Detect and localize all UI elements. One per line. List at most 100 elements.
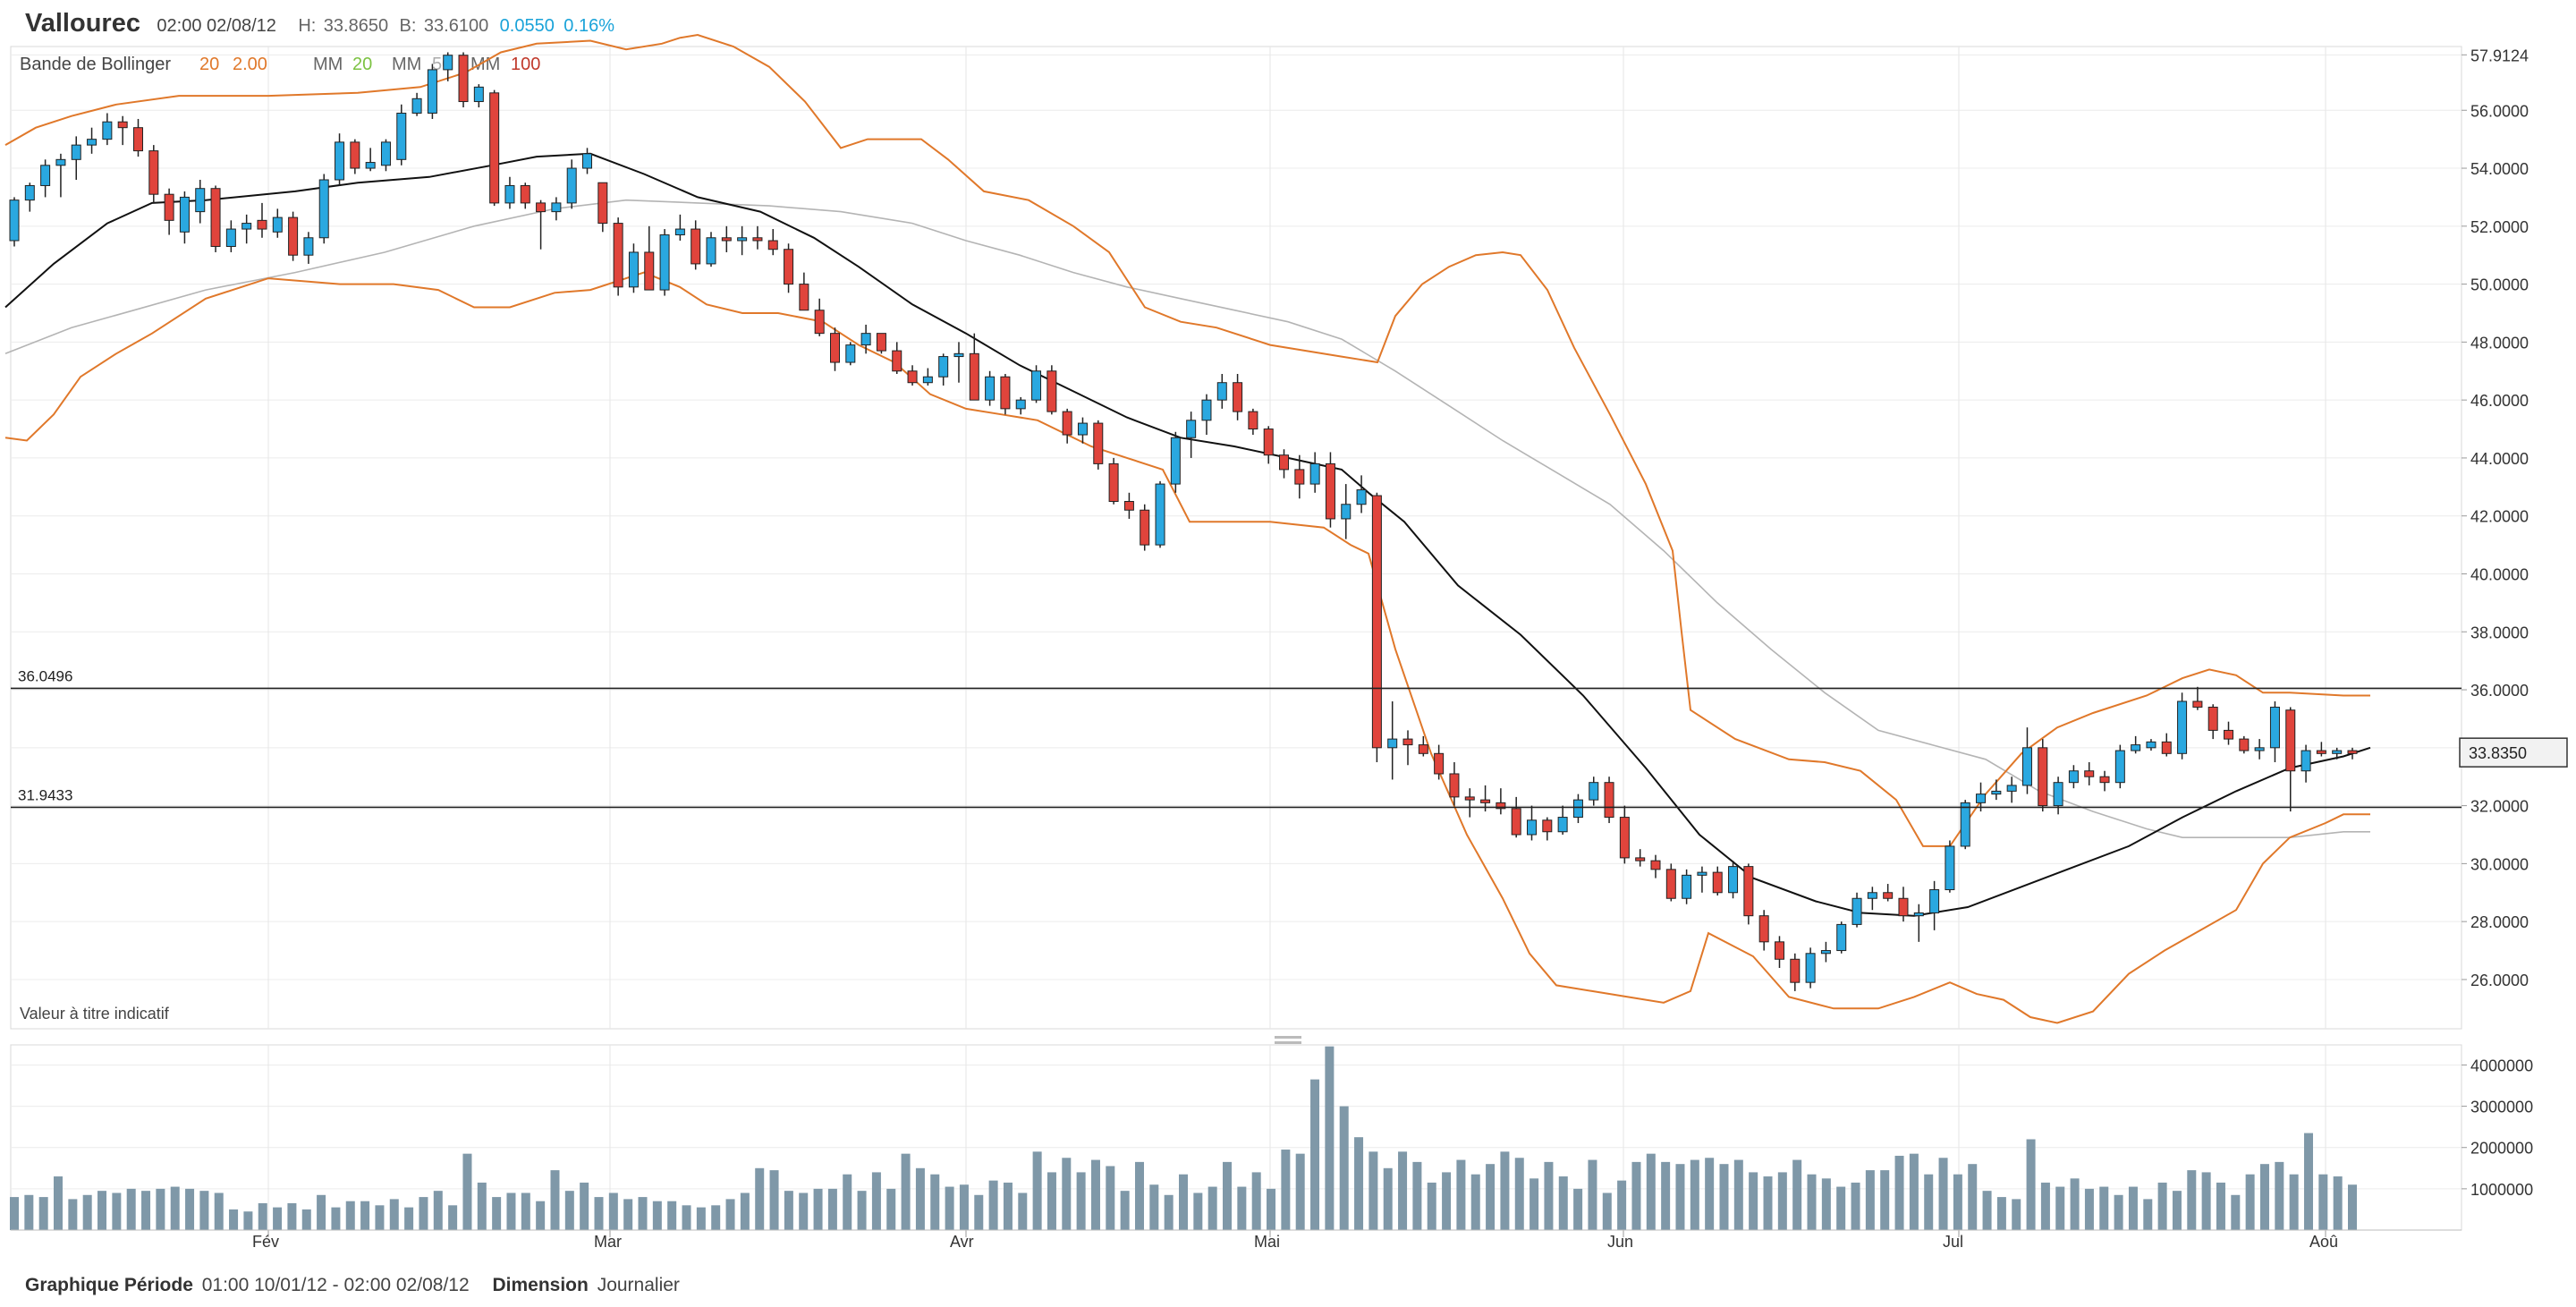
- candle[interactable]: [1449, 762, 1460, 806]
- candle[interactable]: [1867, 887, 1877, 911]
- candle[interactable]: [2177, 692, 2188, 760]
- candle[interactable]: [784, 243, 794, 293]
- candle[interactable]: [2146, 739, 2157, 751]
- candle[interactable]: [195, 179, 206, 224]
- candle[interactable]: [1418, 735, 1428, 757]
- candle[interactable]: [1201, 394, 1212, 436]
- candle[interactable]: [1852, 892, 1862, 928]
- candle[interactable]: [922, 368, 933, 386]
- candle[interactable]: [1464, 788, 1475, 818]
- candle[interactable]: [1883, 884, 1894, 902]
- candle[interactable]: [1898, 887, 1909, 922]
- candle[interactable]: [473, 84, 484, 108]
- candle[interactable]: [1186, 412, 1197, 458]
- panel-resize-handle[interactable]: [1275, 1036, 1301, 1044]
- candle[interactable]: [225, 220, 236, 252]
- candle[interactable]: [752, 225, 763, 250]
- candle[interactable]: [876, 333, 886, 354]
- candle[interactable]: [87, 127, 97, 154]
- candle[interactable]: [892, 342, 902, 374]
- candle[interactable]: [40, 159, 51, 198]
- candle[interactable]: [1589, 777, 1599, 806]
- candle[interactable]: [1031, 365, 1042, 403]
- candle[interactable]: [536, 199, 547, 250]
- candle[interactable]: [582, 148, 593, 174]
- candle[interactable]: [288, 211, 299, 261]
- candle[interactable]: [2285, 707, 2296, 812]
- candle[interactable]: [628, 243, 639, 293]
- candle[interactable]: [117, 115, 128, 146]
- candle[interactable]: [179, 191, 190, 244]
- candle[interactable]: [1140, 504, 1150, 551]
- candle[interactable]: [2053, 777, 2063, 815]
- candle[interactable]: [1665, 863, 1676, 902]
- candle[interactable]: [814, 298, 825, 336]
- candle[interactable]: [1233, 374, 1243, 420]
- candle[interactable]: [1511, 796, 1521, 838]
- candle[interactable]: [1557, 805, 1568, 835]
- candle[interactable]: [1991, 779, 2002, 801]
- candle[interactable]: [1945, 840, 1955, 893]
- candle[interactable]: [489, 89, 500, 207]
- candle[interactable]: [335, 133, 345, 186]
- candle[interactable]: [938, 353, 949, 386]
- candle[interactable]: [1108, 457, 1119, 505]
- candle[interactable]: [2161, 733, 2172, 757]
- candle[interactable]: [365, 148, 376, 172]
- candle[interactable]: [2207, 704, 2218, 740]
- candle[interactable]: [2021, 727, 2032, 794]
- candle[interactable]: [2239, 735, 2250, 754]
- candle[interactable]: [1294, 454, 1305, 499]
- candle[interactable]: [1774, 936, 1784, 968]
- candle[interactable]: [102, 113, 113, 146]
- candle[interactable]: [458, 52, 469, 108]
- candle[interactable]: [2254, 739, 2265, 760]
- candle[interactable]: [1434, 744, 1445, 780]
- candle[interactable]: [1697, 866, 1707, 893]
- candle[interactable]: [969, 333, 979, 401]
- candle[interactable]: [985, 370, 996, 406]
- candle[interactable]: [907, 365, 918, 386]
- candle[interactable]: [350, 139, 360, 174]
- candle[interactable]: [2131, 735, 2141, 754]
- candle[interactable]: [1062, 408, 1072, 444]
- candle[interactable]: [2301, 744, 2311, 783]
- candle[interactable]: [1356, 475, 1367, 513]
- candle[interactable]: [2192, 686, 2203, 710]
- candle[interactable]: [9, 197, 20, 247]
- candle[interactable]: [1309, 452, 1320, 493]
- candle[interactable]: [1929, 880, 1940, 930]
- candle[interactable]: [1758, 910, 1769, 951]
- candle[interactable]: [1743, 863, 1754, 925]
- candle[interactable]: [1015, 396, 1026, 415]
- candle[interactable]: [2332, 747, 2343, 760]
- candle[interactable]: [799, 272, 809, 311]
- candle[interactable]: [1542, 817, 1553, 841]
- candle[interactable]: [1682, 869, 1692, 904]
- candle[interactable]: [1604, 777, 1614, 824]
- candle[interactable]: [443, 52, 453, 81]
- candle[interactable]: [380, 139, 391, 172]
- candle[interactable]: [1263, 426, 1274, 464]
- candle[interactable]: [2099, 770, 2110, 792]
- candle[interactable]: [860, 324, 871, 354]
- candle[interactable]: [164, 188, 174, 235]
- candle[interactable]: [2084, 762, 2095, 785]
- candle[interactable]: [520, 182, 530, 209]
- candle[interactable]: [504, 176, 515, 209]
- candle[interactable]: [1216, 374, 1227, 409]
- candle[interactable]: [2114, 744, 2125, 789]
- candle[interactable]: [427, 64, 437, 119]
- candle[interactable]: [303, 232, 314, 264]
- candle[interactable]: [566, 159, 577, 209]
- candle[interactable]: [272, 208, 283, 238]
- candle[interactable]: [845, 342, 856, 366]
- candle[interactable]: [691, 220, 701, 270]
- candle[interactable]: [721, 225, 732, 252]
- candle[interactable]: [55, 153, 66, 198]
- candle[interactable]: [674, 214, 685, 242]
- candle[interactable]: [1619, 805, 1630, 864]
- candle[interactable]: [1820, 941, 1831, 963]
- candle[interactable]: [1836, 921, 1847, 954]
